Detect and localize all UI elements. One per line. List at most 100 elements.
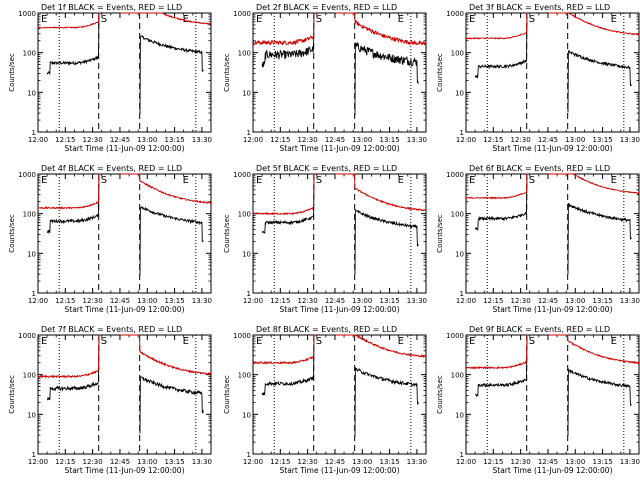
x-tick-label: 13:30 (620, 458, 640, 466)
x-tick-label: 13:15 (164, 458, 184, 466)
x-axis-label: Start Time (11-Jun-09 12:00:00) (65, 305, 185, 314)
chart-title: Det 9f BLACK = Events, RED = LLD (469, 325, 610, 334)
x-tick-label: 12:00 (28, 458, 48, 466)
events-series-line (139, 375, 204, 434)
y-tick-label: 100 (238, 372, 251, 380)
x-tick-label: 12:15 (483, 297, 503, 305)
events-series-line (46, 173, 100, 235)
x-tick-label: 12:45 (538, 297, 558, 305)
chart-panel-5: Det 5f BLACK = Events, RED = LLD 1 10 100 10… (223, 164, 427, 314)
lld-series-line (120, 173, 212, 205)
x-tick-label: 12:00 (28, 136, 48, 144)
lld-series-line (120, 334, 211, 376)
y-tick-label: 100 (23, 372, 36, 380)
x-tick-label: 12:30 (511, 297, 531, 305)
y-tick-label: 1000 (446, 332, 464, 340)
x-tick-label: 12:15 (483, 136, 503, 144)
y-axis-label: Counts/sec (436, 53, 444, 92)
x-tick-label: 12:00 (243, 458, 263, 466)
x-tick-label: 13:15 (379, 136, 399, 144)
y-tick-label: 1 (247, 290, 251, 298)
x-tick-label: 12:30 (83, 458, 103, 466)
x-tick-label: 13:00 (565, 297, 585, 305)
chart-panel-3: Det 3f BLACK = Events, RED = LLD 1 10 100 10… (436, 3, 640, 153)
marker-label: E (469, 175, 475, 186)
x-tick-label: 12:15 (55, 136, 75, 144)
x-tick-label: 12:45 (538, 136, 558, 144)
y-tick-label: 1 (460, 290, 464, 298)
marker-label: E (256, 175, 262, 186)
y-tick-label: 10 (27, 411, 36, 419)
plot-frame (37, 334, 212, 455)
y-tick-label: 100 (451, 50, 464, 58)
x-tick-label: 13:30 (620, 136, 640, 144)
y-axis-label: Counts/sec (223, 375, 231, 414)
marker-label: E (611, 14, 617, 25)
events-series-line (354, 367, 419, 437)
marker-label: E (41, 336, 47, 347)
lld-series-line (548, 173, 640, 195)
x-axis-label: Start Time (11-Jun-09 12:00:00) (493, 305, 613, 314)
y-tick-label: 1 (32, 129, 36, 137)
marker-label: S (529, 175, 535, 186)
x-axis-label: Start Time (11-Jun-09 12:00:00) (493, 466, 613, 475)
x-tick-label: 12:00 (456, 297, 476, 305)
x-tick-label: 12:45 (325, 458, 345, 466)
marker-label: E (41, 175, 47, 186)
x-tick-label: 13:00 (137, 458, 157, 466)
y-tick-label: 1 (247, 451, 251, 459)
lld-series-line (335, 334, 427, 359)
events-series-line (474, 173, 528, 232)
events-series-line (261, 12, 315, 68)
y-tick-label: 1000 (18, 171, 36, 179)
x-tick-label: 12:45 (110, 458, 130, 466)
x-tick-label: 13:15 (164, 297, 184, 305)
y-tick-label: 100 (451, 211, 464, 219)
chart-title: Det 6f BLACK = Events, RED = LLD (469, 164, 610, 173)
y-tick-label: 1 (460, 129, 464, 137)
lld-series-line (252, 12, 315, 46)
x-tick-label: 12:00 (456, 136, 476, 144)
y-tick-label: 1000 (18, 10, 36, 18)
x-axis-label: Start Time (11-Jun-09 12:00:00) (65, 466, 185, 475)
x-tick-label: 12:15 (270, 136, 290, 144)
x-tick-label: 13:15 (164, 136, 184, 144)
y-tick-label: 10 (27, 89, 36, 97)
marker-label: E (183, 175, 189, 186)
chart-panel-9: Det 9f BLACK = Events, RED = LLD 1 10 100 10… (436, 325, 640, 475)
y-tick-label: 100 (238, 211, 251, 219)
y-tick-label: 1 (32, 290, 36, 298)
marker-label: S (529, 336, 535, 347)
x-tick-label: 13:30 (407, 458, 427, 466)
x-tick-label: 12:45 (538, 458, 558, 466)
plot-frame (37, 12, 212, 133)
x-axis-label: Start Time (11-Jun-09 12:00:00) (65, 144, 185, 153)
lld-series-line (465, 334, 528, 370)
events-series-line (567, 367, 632, 437)
y-tick-label: 10 (27, 250, 36, 258)
x-tick-label: 12:45 (325, 297, 345, 305)
y-tick-label: 1000 (446, 171, 464, 179)
x-tick-label: 13:00 (137, 297, 157, 305)
chart-panel-4: Det 4f BLACK = Events, RED = LLD 1 10 100 10… (8, 164, 212, 314)
marker-label: S (101, 175, 107, 186)
chart-panel-1: Det 1f BLACK = Events, RED = LLD 1 10 100 10… (8, 3, 212, 153)
chart-panel-6: Det 6f BLACK = Events, RED = LLD 1 10 100 10… (436, 164, 640, 314)
chart-title: Det 5f BLACK = Events, RED = LLD (256, 164, 397, 173)
marker-label: E (398, 14, 404, 25)
events-series-line (47, 334, 100, 401)
y-axis-label: Counts/sec (8, 214, 16, 253)
y-axis-label: Counts/sec (8, 375, 16, 414)
lld-series-line (120, 12, 212, 25)
x-tick-label: 13:00 (352, 297, 372, 305)
events-series-line (567, 202, 632, 275)
marker-label: E (183, 14, 189, 25)
x-tick-label: 12:30 (511, 458, 531, 466)
x-tick-label: 12:45 (110, 136, 130, 144)
plot-frame (252, 12, 427, 133)
y-tick-label: 1 (460, 451, 464, 459)
lld-series-line (37, 173, 100, 210)
marker-label: E (41, 14, 47, 25)
plot-frame (465, 334, 640, 455)
marker-label: E (398, 175, 404, 186)
